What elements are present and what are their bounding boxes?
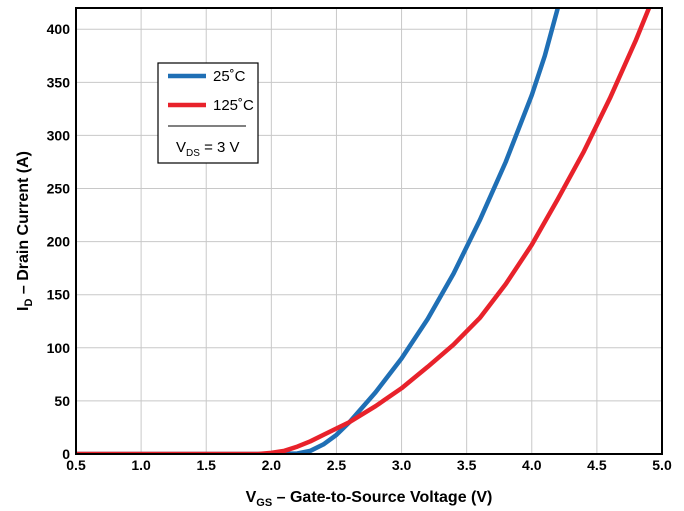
x-tick-label: 3.5 (457, 457, 477, 473)
plot-frame (75, 7, 663, 455)
series-line-0 (76, 8, 560, 454)
series-group (76, 8, 652, 454)
x-tick-label: 4.0 (522, 457, 542, 473)
x-tick-label: 5.0 (652, 457, 672, 473)
legend-label-125c: 125˚C (213, 97, 254, 114)
y-tick-label: 400 (47, 21, 71, 37)
y-tick-label: 250 (47, 181, 71, 197)
y-tick-label: 0 (62, 446, 70, 462)
x-tick-label: 4.5 (587, 457, 607, 473)
series-line-1 (76, 8, 652, 454)
y-tick-label: 100 (47, 340, 71, 356)
x-tick-label: 1.0 (131, 457, 151, 473)
y-tick-label: 300 (47, 127, 71, 143)
legend-vds-note: VDS = 3 V (176, 139, 240, 159)
y-tick-label: 350 (47, 74, 71, 90)
y-tick-label: 200 (47, 234, 71, 250)
legend: 25˚C 125˚C VDS = 3 V (157, 62, 259, 164)
x-tick-label: 2.5 (327, 457, 347, 473)
legend-label-25c: 25˚C (213, 68, 246, 85)
x-tick-label: 2.0 (262, 457, 282, 473)
y-axis-label: ID – Drain Current (A) (15, 151, 35, 311)
y-tick-label: 150 (47, 287, 71, 303)
x-tick-label: 0.5 (66, 457, 86, 473)
x-axis-label: VGS – Gate-to-Source Voltage (V) (246, 489, 493, 509)
x-tick-label: 1.5 (196, 457, 216, 473)
x-tick-labels: 0.5 1.0 1.5 2.0 2.5 3.0 3.5 4.0 4.5 5.0 (66, 457, 672, 473)
x-tick-label: 3.0 (392, 457, 412, 473)
y-tick-labels: 0 50 100 150 200 250 300 350 400 (47, 21, 71, 462)
legend-box (157, 62, 259, 164)
y-tick-label: 50 (54, 393, 70, 409)
